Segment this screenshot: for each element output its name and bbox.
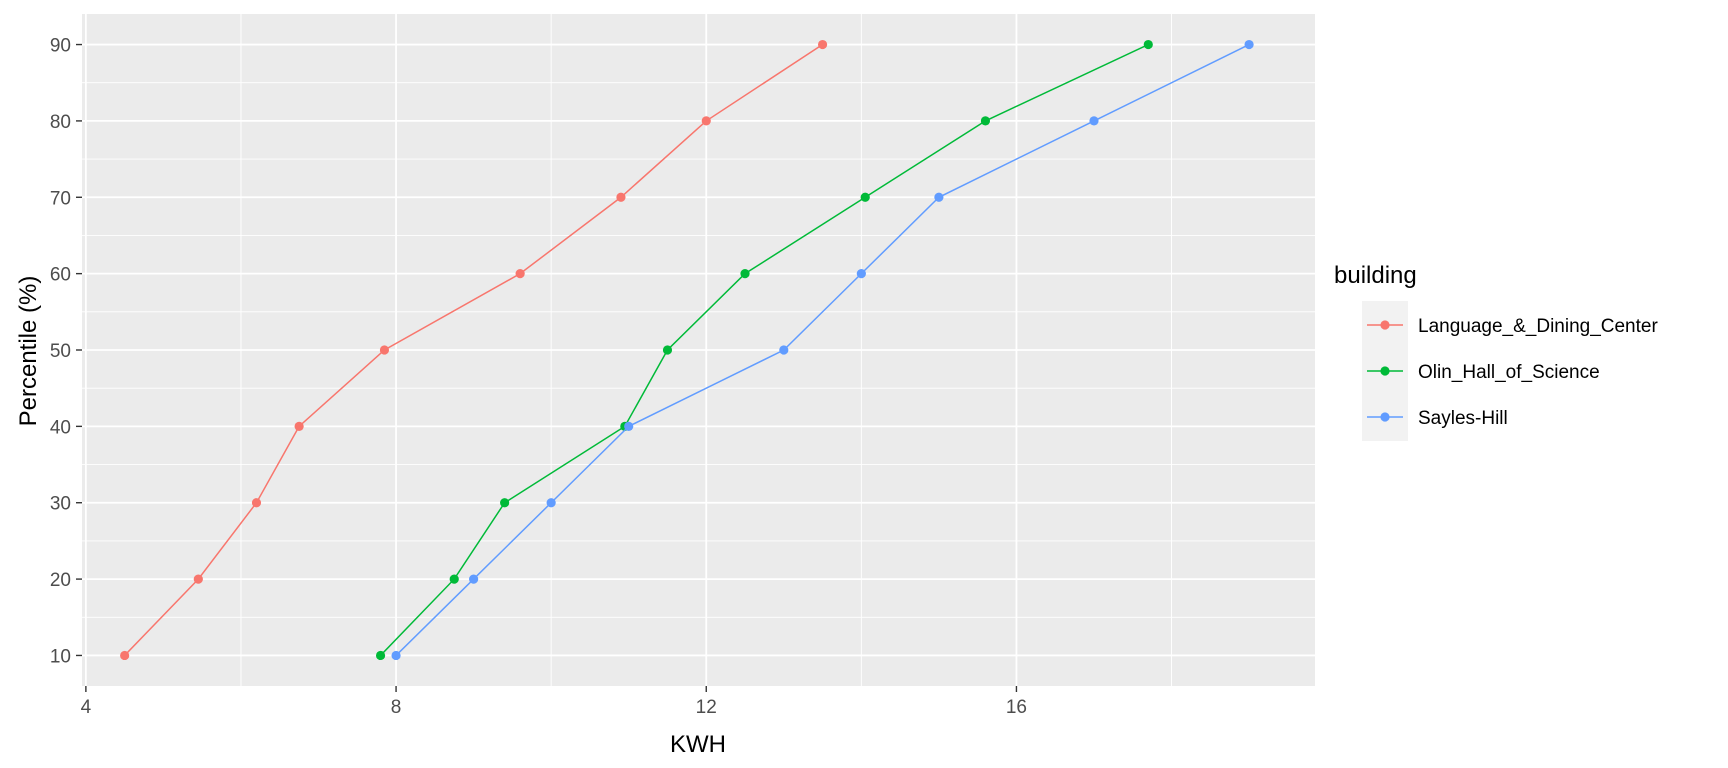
grid-lines [82, 14, 1315, 686]
data-point [469, 574, 479, 584]
data-point [616, 192, 626, 202]
y-tick-label: 20 [50, 570, 71, 591]
y-tick-label: 60 [50, 265, 71, 286]
legend-items: Language_&_Dining_Center Olin_Hall_of_Sci… [1367, 316, 1658, 429]
data-point [860, 192, 870, 202]
data-point [500, 498, 510, 508]
data-point [779, 345, 789, 355]
legend-label: Olin_Hall_of_Science [1418, 362, 1600, 383]
data-point [294, 421, 304, 431]
legend-title: building [1334, 262, 1417, 289]
data-point [193, 574, 203, 584]
x-tick-label: 8 [391, 697, 402, 718]
legend-label: Sayles-Hill [1418, 408, 1508, 429]
data-point [391, 650, 401, 661]
series-group [120, 39, 828, 661]
legend-key-point [1380, 320, 1390, 330]
legend-label: Language_&_Dining_Center [1418, 316, 1658, 337]
data-point [624, 421, 634, 431]
y-axis-title: Percentile (%) [15, 276, 42, 427]
y-tick-label: 90 [50, 36, 71, 57]
legend: building Language_&_Dining_Center Olin_Ha… [1334, 262, 1658, 441]
x-tick-label: 16 [1006, 697, 1027, 718]
data-point [817, 39, 828, 50]
data-point [856, 269, 866, 279]
series-layer [120, 39, 1254, 661]
y-tick-label: 80 [50, 112, 71, 133]
axis-layer: 4 8 12 16 10 20 30 40 50 60 70 80 90 [50, 36, 1027, 718]
data-point [120, 650, 130, 661]
x-axis-title: KWH [670, 731, 726, 758]
y-tick-label: 70 [50, 188, 71, 209]
x-tick-label: 4 [81, 697, 92, 718]
series-group [391, 39, 1254, 661]
data-point [662, 345, 673, 355]
data-point [740, 269, 750, 279]
data-point [379, 345, 390, 355]
legend-key-point [1380, 366, 1390, 376]
series-group [375, 39, 1153, 661]
data-point [1244, 39, 1254, 50]
data-point [449, 574, 459, 584]
data-point [375, 650, 386, 661]
y-tick-label: 40 [50, 417, 71, 438]
y-tick-label: 30 [50, 494, 71, 515]
x-tick-label: 12 [696, 697, 717, 718]
data-point [546, 498, 556, 508]
data-point [251, 498, 262, 508]
data-point [1143, 39, 1153, 50]
data-point [701, 116, 711, 126]
data-point [1089, 116, 1099, 126]
data-point [934, 192, 944, 202]
y-tick-label: 50 [50, 341, 71, 362]
data-point [515, 269, 525, 279]
legend-key-point [1380, 412, 1390, 422]
data-point [980, 116, 991, 126]
y-tick-label: 10 [50, 646, 71, 667]
